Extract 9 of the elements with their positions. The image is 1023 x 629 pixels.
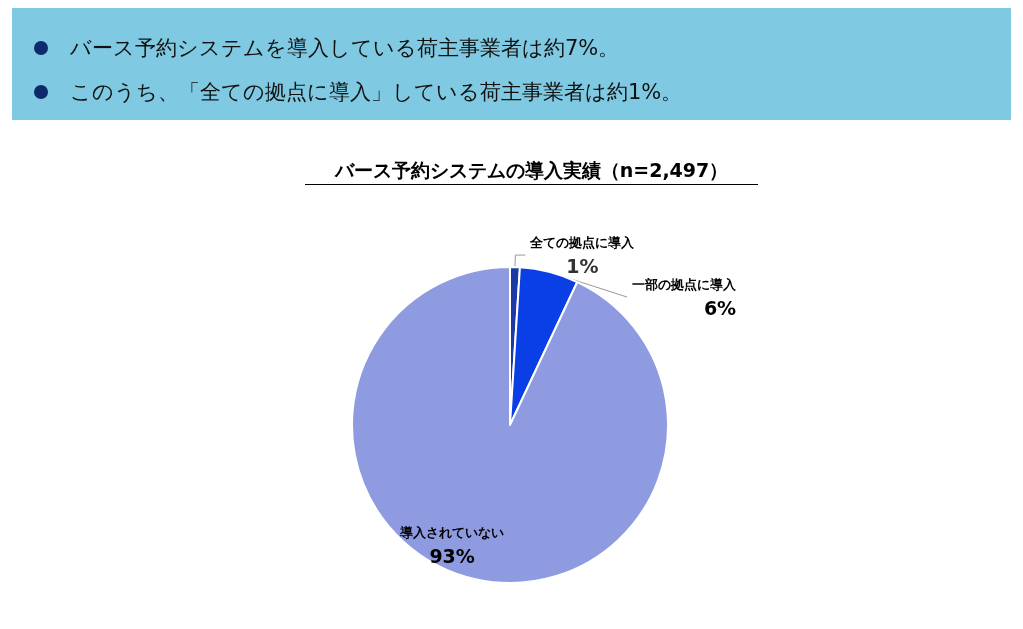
slice-label: 導入されていない bbox=[399, 524, 505, 540]
text: このうち、「全ての拠点に導入」している荷主事業者は約1%。 bbox=[70, 79, 683, 106]
slice-label: 全ての拠点に導入 bbox=[529, 234, 636, 250]
text: バース予約システムを導入している荷主事業者は約7%。 bbox=[70, 35, 620, 62]
data-label: 93% bbox=[429, 545, 475, 568]
chart-title: バース予約システムの導入実績（n=2,497） bbox=[304, 158, 759, 185]
slice-label: 一部の拠点に導入 bbox=[632, 276, 738, 292]
data-label: 6% bbox=[703, 297, 737, 320]
data-label: 1% bbox=[566, 255, 599, 278]
